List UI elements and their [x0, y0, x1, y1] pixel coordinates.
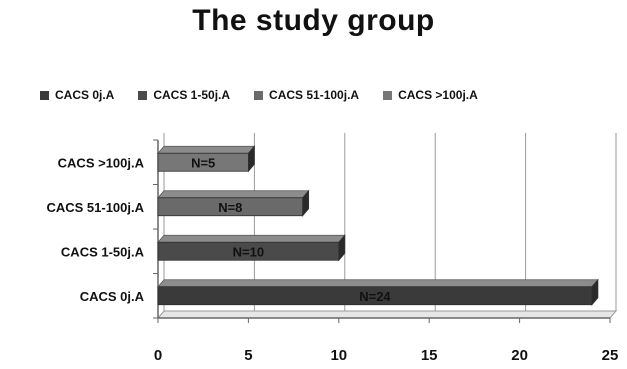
legend-swatch	[138, 90, 148, 100]
y-tick-label: CACS 0j.A	[80, 289, 145, 304]
legend-item: CACS 1-50j.A	[138, 88, 230, 102]
x-tick-label: 25	[602, 347, 619, 364]
y-tick-label: CACS >100j.A	[58, 155, 145, 170]
x-tick-label: 5	[244, 347, 252, 364]
legend-label: CACS 0j.A	[55, 88, 115, 102]
legend-item: CACS 0j.A	[40, 88, 114, 102]
data-label: N=10	[233, 244, 264, 259]
legend-label: CACS 51-100j.A	[269, 88, 360, 102]
legend-swatch	[254, 90, 264, 100]
legend-label: CACS 1-50j.A	[153, 88, 231, 102]
bar	[157, 197, 304, 217]
plot-floor	[156, 310, 618, 319]
x-tick-label: 0	[154, 347, 162, 364]
bar	[157, 241, 340, 261]
legend: CACS 0j.A CACS 1-50j.A CACS 51-100j.A CACS …	[40, 85, 620, 105]
y-tick-label: CACS 51-100j.A	[46, 200, 144, 215]
data-label: N=5	[191, 155, 215, 170]
legend-item: CACS >100j.A	[383, 88, 478, 102]
data-label: N=24	[359, 289, 391, 304]
bar-top-face	[157, 190, 310, 199]
bar-top-face	[157, 234, 346, 243]
legend-swatch	[383, 90, 393, 100]
x-tick-label: 15	[421, 347, 438, 364]
legend-label: CACS >100j.A	[398, 88, 478, 102]
chart-title: The study group	[192, 4, 435, 37]
bar-top-face	[157, 279, 599, 288]
y-tick-label: CACS 1-50j.A	[61, 244, 145, 259]
legend-item: CACS 51-100j.A	[254, 88, 359, 102]
bar-top-face	[157, 145, 256, 154]
legend-swatch	[40, 90, 49, 100]
x-tick-label: 10	[330, 347, 347, 364]
bar	[157, 152, 249, 172]
data-label: N=8	[218, 200, 242, 215]
bar	[157, 286, 593, 306]
x-tick-label: 20	[511, 347, 528, 364]
